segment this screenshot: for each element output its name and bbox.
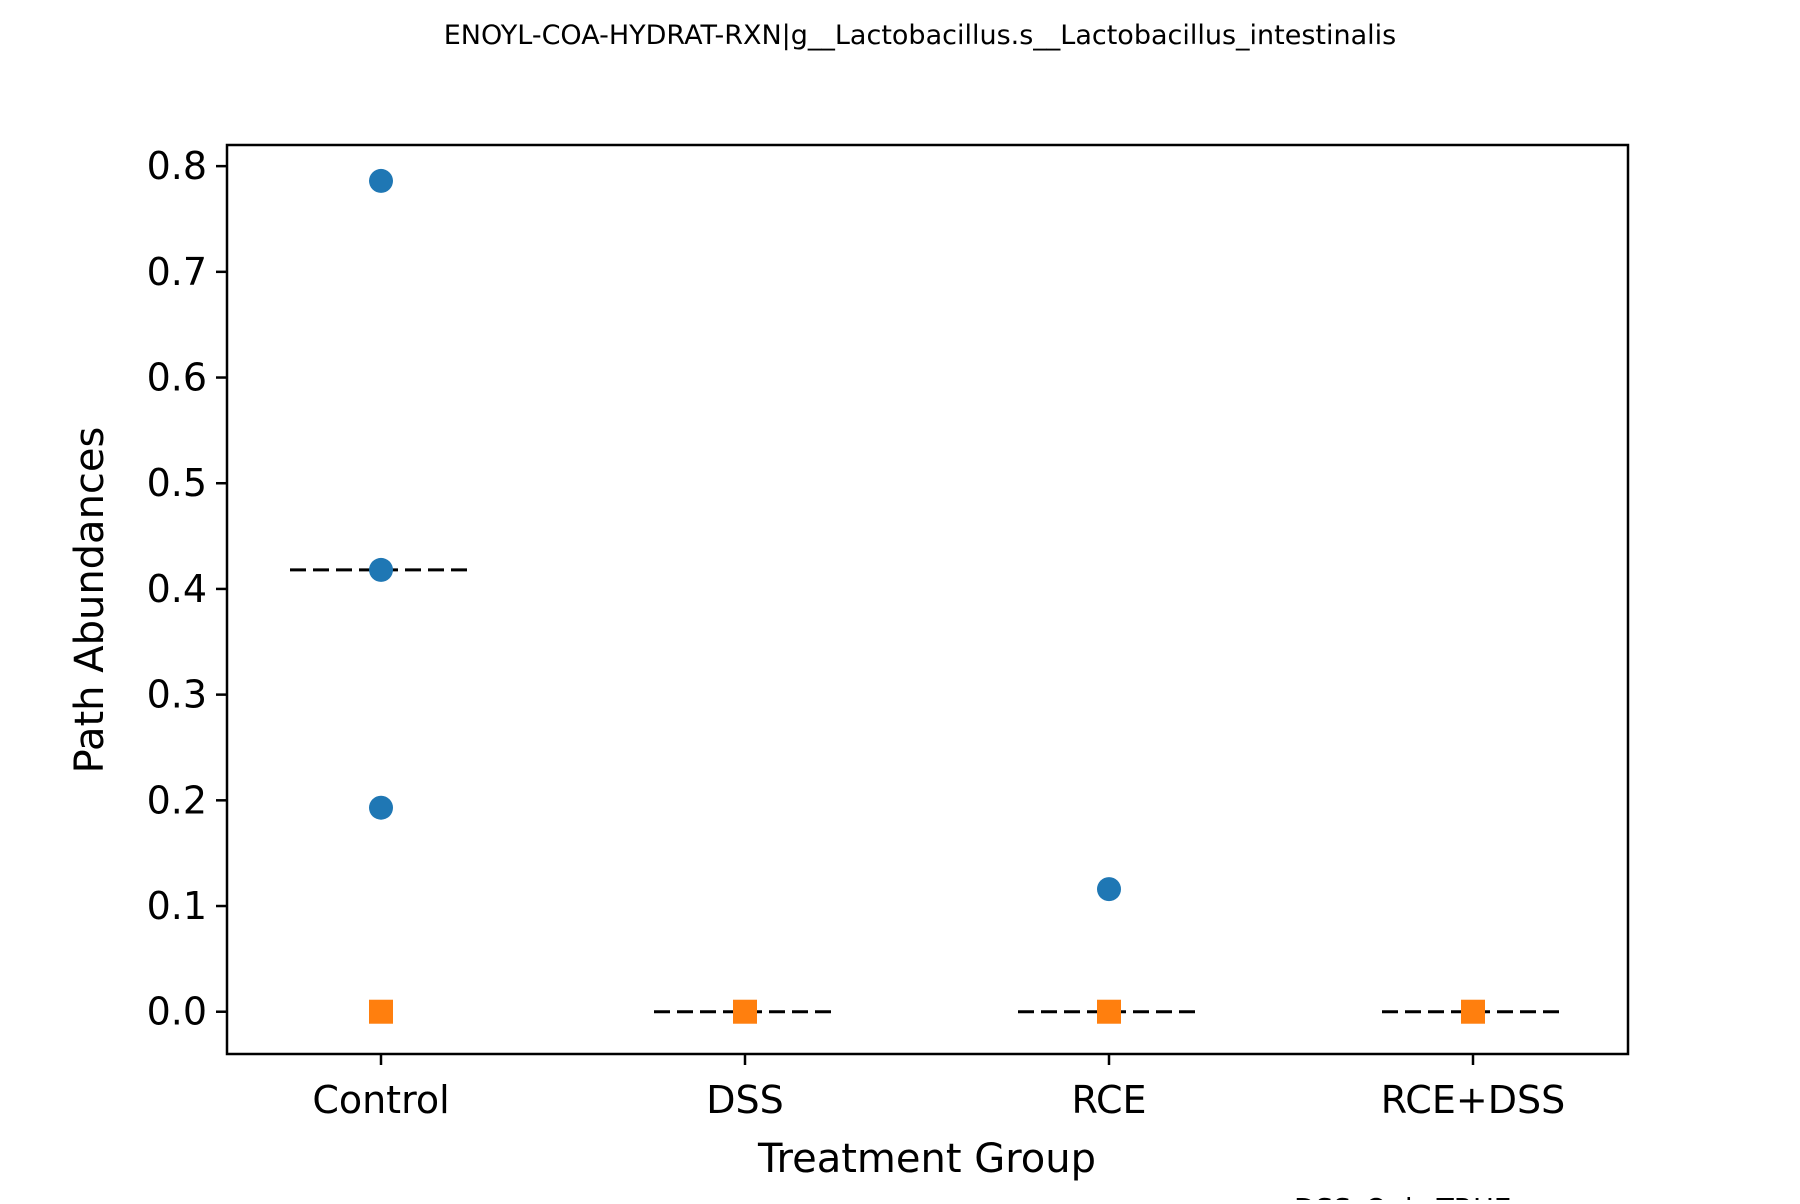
data-point-circle (369, 557, 393, 582)
x-tick-label: RCE+DSS (1381, 1078, 1565, 1122)
x-axis-label: Treatment Group (757, 1136, 1096, 1182)
data-point-square (1461, 999, 1485, 1024)
x-tick-label: Control (312, 1078, 449, 1122)
y-tick-label: 0.8 (147, 144, 207, 188)
data-point-circle (369, 168, 393, 193)
y-tick-label: 0.2 (147, 778, 207, 822)
y-tick-label: 0.3 (147, 673, 207, 717)
x-tick-label: RCE (1071, 1078, 1146, 1122)
chart-title: ENOYL-COA-HYDRAT-RXN|g__Lactobacillus.s_… (444, 20, 1397, 51)
y-tick-label: 0.5 (147, 461, 207, 505)
data-point-square (369, 999, 393, 1024)
y-tick-label: 0.7 (147, 250, 207, 294)
y-tick-label: 0.4 (147, 567, 207, 611)
y-tick-label: 0.1 (147, 884, 207, 928)
data-point-circle (369, 795, 393, 820)
legend-text: DSS_Only:TRUE (1294, 1192, 1511, 1200)
data-point-circle (1097, 877, 1121, 902)
plot-area: 0.0 0.1 0.2 0.3 0.4 0.5 0.6 0.7 0.8 Control DSS RCE… (147, 144, 1566, 1122)
data-point-square (1097, 999, 1121, 1024)
data-point-square (733, 999, 757, 1024)
y-tick-label: 0.0 (147, 990, 207, 1034)
y-tick-label: 0.6 (147, 356, 207, 400)
x-tick-label: DSS (706, 1078, 784, 1122)
axes-frame (225, 143, 1630, 1056)
y-axis-label: Path Abundances (67, 427, 113, 774)
